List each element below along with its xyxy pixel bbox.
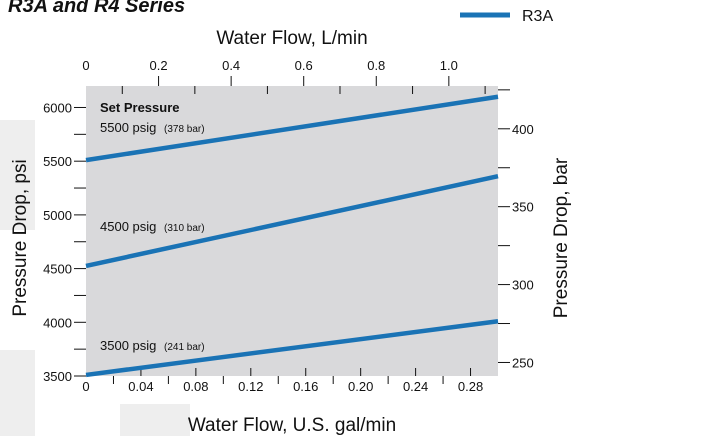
series-label-3500-bar: (241 bar) <box>164 342 205 353</box>
x-tick-label: 0.12 <box>238 379 263 394</box>
set-pressure-heading: Set Pressure <box>100 100 180 115</box>
series-label-4500-bar: (310 bar) <box>164 223 205 234</box>
y-tick-label: 4000 <box>43 315 72 330</box>
right-tick-label: 250 <box>512 355 534 370</box>
top-tick-label: 0.6 <box>295 58 313 73</box>
series-lines <box>85 94 499 378</box>
series-label-5500-main: 5500 psig <box>100 120 156 135</box>
axis-ticks: 0 0.04 0.08 0.12 0.16 0.20 0.24 0.28 0 0.2 0.4 0.6 0… <box>43 58 534 394</box>
chart-title: R3A and R4 Series <box>8 0 185 17</box>
watermark-block-1 <box>0 120 35 230</box>
x-tick-label: 0.04 <box>128 379 153 394</box>
right-axis-title: Pressure Drop, bar <box>551 157 572 318</box>
series-line-2 <box>85 318 499 378</box>
series-label-5500-bar: (378 bar) <box>164 124 205 135</box>
x-tick-label: 0 <box>82 379 89 394</box>
right-tick-label: 300 <box>512 278 534 293</box>
y-tick-label: 5500 <box>43 154 72 169</box>
y-tick-label: 4500 <box>43 262 72 277</box>
top-tick-label: 0 <box>82 58 89 73</box>
left-axis-title: Pressure Drop, psi <box>10 159 31 316</box>
series-label-5500: 5500 psig (378 bar) <box>100 120 205 135</box>
y-tick-label: 3500 <box>43 369 72 384</box>
series-label-4500-main: 4500 psig <box>100 219 156 234</box>
top-tick-label: 0.8 <box>367 58 385 73</box>
series-label-3500-main: 3500 psig <box>100 338 156 353</box>
legend-label-r3a: R3A <box>522 8 553 25</box>
y-tick-label: 5000 <box>43 208 72 223</box>
legend: R3A <box>460 8 553 25</box>
top-tick-label: 0.4 <box>222 58 240 73</box>
right-tick-label: 350 <box>512 200 534 215</box>
bottom-axis-title: Water Flow, U.S. gal/min <box>188 415 396 436</box>
watermark-shapes <box>0 120 190 436</box>
x-tick-label: 0.28 <box>458 379 483 394</box>
right-tick-label: 400 <box>512 122 534 137</box>
x-tick-label: 0.16 <box>293 379 318 394</box>
watermark-block-3 <box>120 404 190 436</box>
series-label-3500: 3500 psig (241 bar) <box>100 338 205 353</box>
series-line-1 <box>85 174 499 269</box>
x-tick-label: 0.20 <box>348 379 373 394</box>
top-tick-label: 1.0 <box>440 58 458 73</box>
plot-area <box>86 86 498 376</box>
series-label-4500: 4500 psig (310 bar) <box>100 219 205 234</box>
watermark-block-2 <box>0 350 35 436</box>
series-line-0 <box>85 94 499 163</box>
y-tick-label: 6000 <box>43 100 72 115</box>
top-tick-label: 0.2 <box>150 58 168 73</box>
x-tick-label: 0.24 <box>403 379 428 394</box>
x-tick-label: 0.08 <box>183 379 208 394</box>
top-axis-title: Water Flow, L/min <box>216 28 367 49</box>
